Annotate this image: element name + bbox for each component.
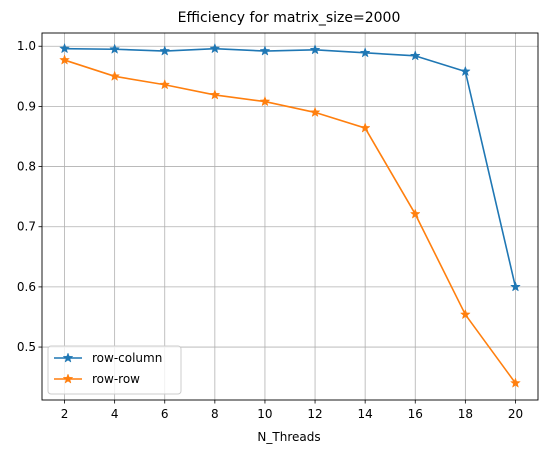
x-tick-label: 10 — [257, 407, 272, 421]
x-tick-label: 16 — [408, 407, 423, 421]
legend-label: row-row — [92, 372, 140, 386]
x-tick-label: 20 — [508, 407, 523, 421]
data-point-star — [459, 65, 471, 77]
legend-marker-star — [62, 352, 74, 363]
series-row-column — [59, 42, 521, 292]
data-point-star — [510, 281, 521, 292]
data-point-star — [309, 44, 321, 55]
data-point-star — [209, 42, 221, 54]
x-axis-label: N_Threads — [257, 430, 320, 444]
data-point-star — [259, 95, 271, 107]
legend: row-column row-row — [47, 345, 182, 395]
x-tick-label: 4 — [111, 407, 119, 421]
series-line — [64, 47, 517, 288]
y-tick-label: 0.9 — [17, 99, 36, 113]
series-layer — [59, 42, 521, 388]
legend-entry: row-column — [54, 351, 162, 365]
x-tick-label: 2 — [61, 407, 69, 421]
x-tick-label: 18 — [458, 407, 473, 421]
data-point-star — [59, 54, 70, 65]
ticks: 2 4 6 8 10 12 14 16 18 20 0.5 0.6 0.7 0.8 0.9 1.0 — [17, 39, 523, 421]
data-point-star — [409, 50, 421, 61]
y-tick-label: 0.6 — [17, 280, 36, 294]
legend-entry: row-row — [54, 372, 140, 386]
data-point-star — [59, 42, 70, 54]
series-line — [64, 59, 517, 384]
grid — [42, 33, 538, 400]
plot-frame — [41, 32, 539, 401]
x-tick-label: 8 — [211, 407, 219, 421]
data-point-star — [159, 45, 171, 56]
y-tick-label: 1.0 — [17, 39, 36, 53]
data-point-star — [409, 208, 421, 219]
y-tick-label: 0.5 — [17, 340, 36, 354]
y-tick-label: 0.7 — [17, 220, 36, 234]
data-point-star — [510, 377, 521, 388]
data-point-star — [309, 106, 321, 118]
series-row-row — [59, 54, 521, 388]
x-tick-label: 6 — [161, 407, 169, 421]
data-point-star — [209, 89, 221, 100]
data-point-star — [359, 47, 371, 58]
data-point-star — [109, 70, 121, 81]
legend-label: row-column — [92, 351, 162, 365]
chart-title: Efficiency for matrix_size=2000 — [178, 10, 401, 26]
data-point-star — [459, 308, 471, 320]
data-point-star — [109, 43, 121, 54]
data-point-star — [159, 79, 171, 90]
data-point-star — [259, 45, 271, 56]
legend-marker-star — [62, 373, 74, 384]
x-tick-label: 14 — [358, 407, 373, 421]
data-point-star — [359, 122, 371, 133]
y-tick-label: 0.8 — [17, 160, 36, 174]
x-tick-label: 12 — [307, 407, 322, 421]
